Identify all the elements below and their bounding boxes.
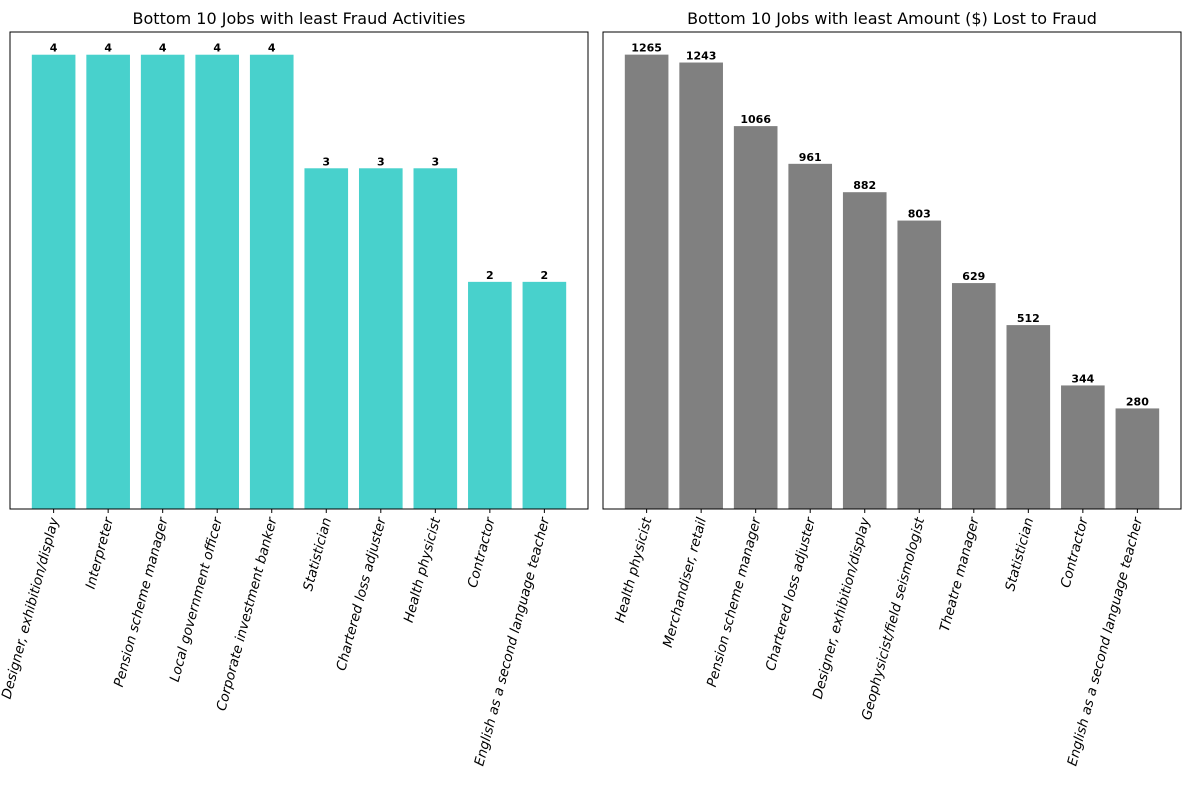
x-tick-label: Contractor	[465, 515, 499, 590]
x-tick-label: Statistician	[1002, 516, 1037, 593]
bar	[86, 54, 130, 509]
chart-title: Bottom 10 Jobs with least Fraud Activiti…	[133, 9, 466, 28]
bar-value-label: 2	[541, 269, 549, 282]
bar	[304, 168, 349, 510]
bar	[140, 54, 185, 509]
bar-value-label: 512	[1017, 312, 1040, 325]
bar-value-label: 961	[799, 151, 822, 164]
bar	[468, 281, 512, 509]
bar	[788, 163, 833, 509]
bar	[31, 54, 76, 509]
bar-value-label: 3	[377, 155, 385, 168]
x-tick-label: Pension scheme manager	[704, 514, 765, 688]
x-tick-label: Interpreter	[83, 514, 118, 590]
x-tick-label: Geophysicist/field seismologist	[859, 515, 929, 722]
bar-value-label: 4	[268, 42, 276, 55]
bar	[897, 220, 942, 509]
x-tick-label: Theatre manager	[937, 514, 983, 633]
bar	[413, 168, 458, 510]
chart-title: Bottom 10 Jobs with least Amount ($) Los…	[687, 9, 1097, 28]
bar-value-label: 803	[908, 208, 931, 221]
bar-value-label: 1243	[686, 50, 717, 63]
bar-value-label: 3	[322, 155, 330, 168]
bar-value-label: 4	[213, 42, 221, 55]
plot-frame	[9, 31, 589, 510]
plot-frame	[602, 31, 1182, 510]
x-tick-label: Contractor	[1058, 515, 1092, 590]
x-tick-label: Chartered loss adjuster	[763, 515, 820, 673]
x-tick-label: Pension scheme manager	[111, 514, 172, 688]
bar-value-label: 3	[431, 155, 439, 168]
x-tick-label: Chartered loss adjuster	[333, 515, 390, 673]
bar	[1061, 385, 1105, 509]
bar-value-label: 4	[104, 42, 112, 55]
x-tick-label: Health physicist	[612, 515, 656, 624]
bar	[358, 168, 403, 510]
bar	[624, 54, 669, 510]
bar	[1006, 325, 1051, 509]
bar	[733, 126, 778, 509]
bar-value-label: 4	[50, 42, 58, 55]
bar-value-label: 2	[486, 269, 494, 282]
bar	[249, 54, 294, 509]
x-tick-label: Designer, exhibition/display	[810, 515, 874, 701]
x-tick-label: Local government officer	[167, 515, 227, 684]
bar-value-label: 344	[1071, 372, 1094, 385]
x-tick-label: Designer, exhibition/display	[0, 515, 63, 701]
chart-panel-amount-lost: Bottom 10 Jobs with least Amount ($) Los…	[602, 9, 1182, 768]
x-tick-label: Health physicist	[401, 515, 445, 624]
bar	[842, 192, 887, 509]
bar	[195, 54, 240, 509]
bar	[679, 62, 723, 509]
chart-panel-fraud-count: Bottom 10 Jobs with least Fraud Activiti…	[0, 9, 589, 768]
x-tick-label: Corporate investment banker	[214, 515, 281, 713]
x-tick-label: Merchandiser, retail	[660, 516, 710, 650]
bar	[522, 281, 567, 509]
bar-value-label: 1265	[631, 42, 662, 55]
bar-value-label: 4	[159, 42, 167, 55]
bar-value-label: 280	[1126, 395, 1149, 408]
bar-value-label: 629	[962, 270, 985, 283]
bar	[1115, 408, 1160, 509]
bar-value-label: 1066	[740, 113, 771, 126]
bar-value-label: 882	[853, 179, 876, 192]
x-tick-label: Statistician	[300, 516, 335, 593]
bar	[951, 283, 996, 509]
